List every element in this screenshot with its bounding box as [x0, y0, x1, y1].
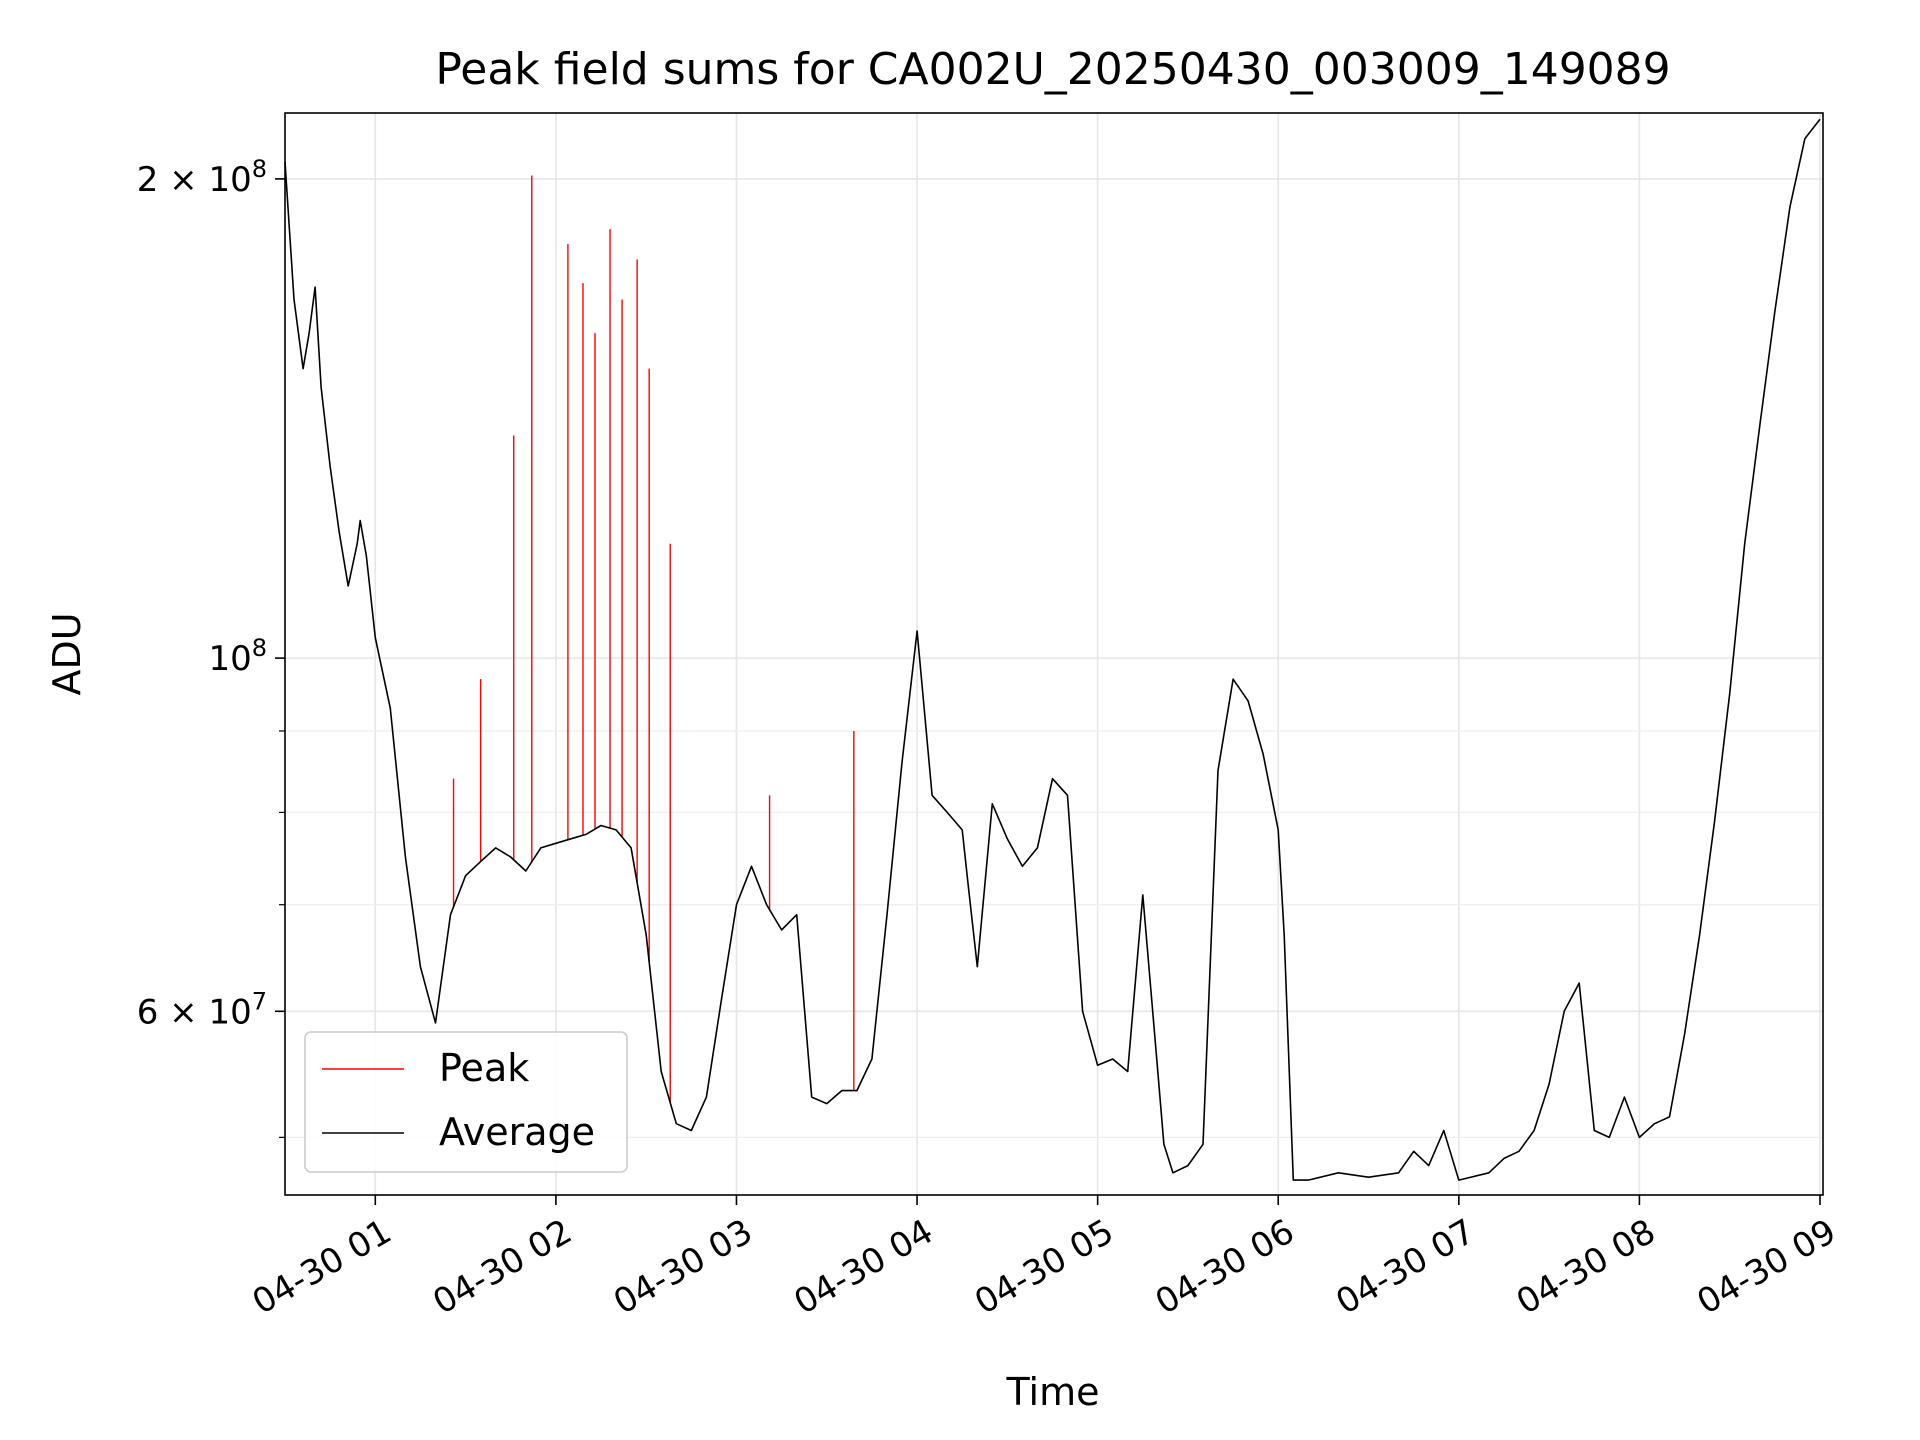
y-axis-label: ADU — [45, 612, 89, 695]
series-average — [284, 118, 1821, 1181]
grid — [285, 113, 1823, 1195]
y-tick-label: 6 × 107 — [137, 987, 267, 1032]
legend-label-peak: Peak — [439, 1046, 529, 1090]
legend: Peak Average — [304, 1031, 628, 1173]
plot-frame — [284, 112, 1824, 1196]
average-line — [284, 118, 1821, 1181]
y-tick-label: 2 × 108 — [137, 155, 267, 200]
legend-label-average: Average — [439, 1110, 595, 1154]
series-peak — [452, 175, 855, 1103]
legend-box — [304, 1031, 628, 1173]
x-axis-label: Time — [1006, 1370, 1100, 1414]
chart-title: Peak field sums for CA002U_20250430_0030… — [435, 44, 1670, 95]
